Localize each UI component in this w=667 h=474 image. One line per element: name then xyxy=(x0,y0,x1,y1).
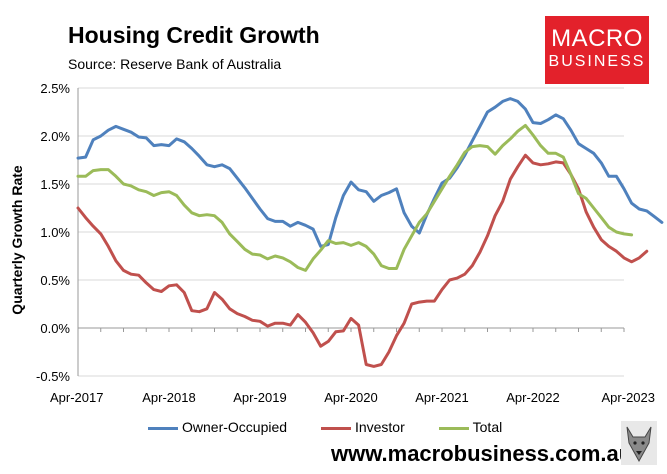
y-tick-label: 2.0% xyxy=(40,129,70,144)
y-tick-label: 2.5% xyxy=(40,81,70,96)
wolf-mascot-icon xyxy=(621,421,657,465)
series-line-total xyxy=(76,123,634,272)
x-tick-label: Apr-2017 xyxy=(50,390,103,405)
legend-swatch-investor xyxy=(320,426,351,430)
series-line-owner-occupied xyxy=(76,97,664,248)
y-axis-label: Quarterly Growth Rate xyxy=(9,165,25,315)
tick-labels: -0.5% 0.0% 0.5% 1.0% 1.5% 2.0% 2.5% Apr-2017 Apr… xyxy=(36,81,655,405)
x-tick-label: Apr-2023 xyxy=(602,390,655,405)
legend-label-investor: Investor xyxy=(354,419,405,435)
y-tick-label: 1.0% xyxy=(40,225,70,240)
legend-item-owner-occupied: Owner-Occupied xyxy=(148,419,287,435)
x-tick-label: Apr-2022 xyxy=(506,390,559,405)
x-tick-label: Apr-2019 xyxy=(233,390,286,405)
x-tick-label: Apr-2021 xyxy=(415,390,468,405)
y-tick-label: -0.5% xyxy=(36,369,70,384)
logo-line-2: BUSINESS xyxy=(548,53,646,70)
logo-line-1: MACRO xyxy=(551,25,643,52)
macrobusiness-logo: MACRO BUSINESS xyxy=(545,16,649,84)
axes xyxy=(77,88,625,376)
legend-label-owner-occupied: Owner-Occupied xyxy=(182,419,288,435)
chart-subtitle: Source: Reserve Bank of Australia xyxy=(68,56,282,72)
x-tick-label: Apr-2018 xyxy=(142,390,195,405)
chart-title: Housing Credit Growth xyxy=(68,22,320,48)
legend: Owner-Occupied Investor Total xyxy=(148,419,532,435)
footer-url: www.macrobusiness.com.au xyxy=(331,441,633,466)
y-tick-label: 0.5% xyxy=(40,273,70,288)
series-line-investor xyxy=(76,153,649,368)
legend-label-total: Total xyxy=(472,419,503,435)
legend-item-investor: Investor xyxy=(320,419,405,435)
legend-swatch-owner-occupied xyxy=(148,426,178,430)
legend-item-total: Total xyxy=(438,419,503,435)
y-tick-label: 0.0% xyxy=(40,321,70,336)
legend-swatch-total xyxy=(438,426,469,430)
gridlines xyxy=(78,87,624,377)
y-tick-label: 1.5% xyxy=(40,177,70,192)
x-tick-label: Apr-2020 xyxy=(324,390,377,405)
series-lines xyxy=(76,97,664,368)
